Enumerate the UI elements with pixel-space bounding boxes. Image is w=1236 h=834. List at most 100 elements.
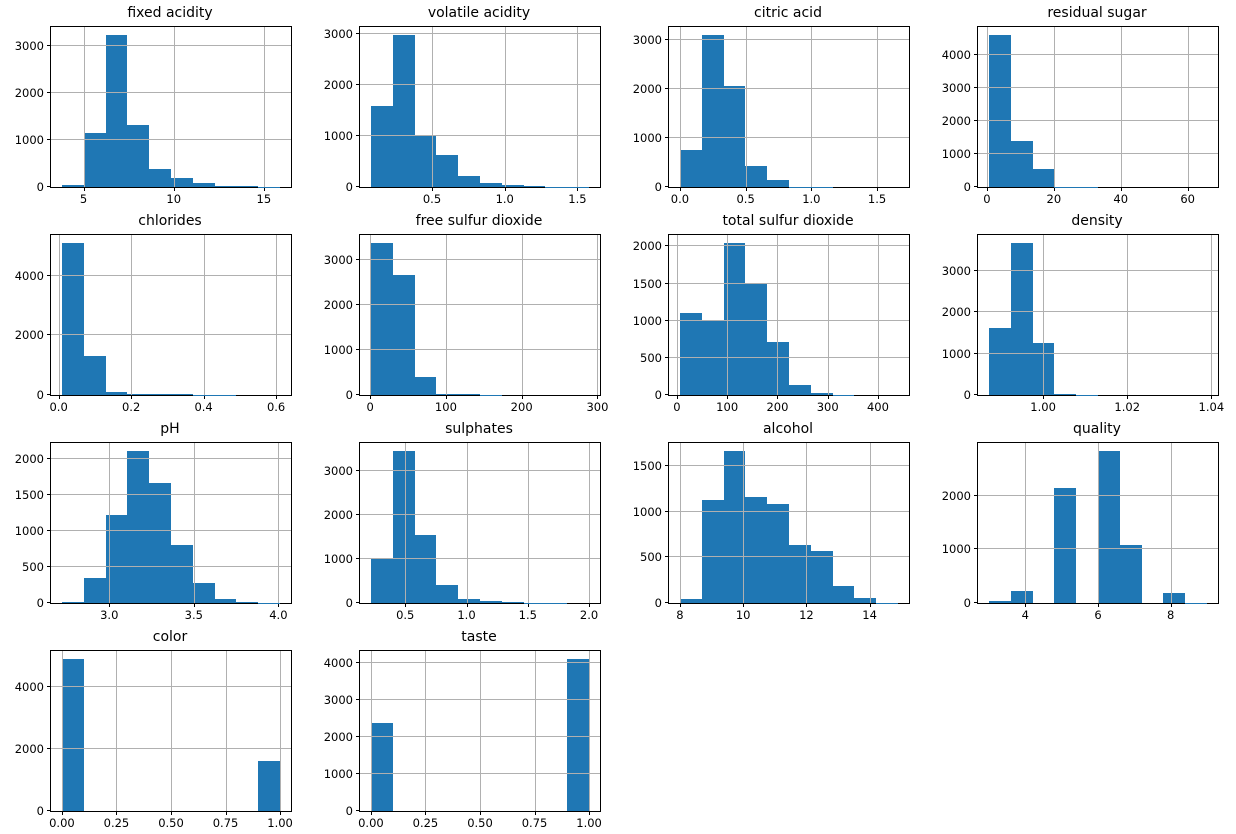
y-tick-label: 1000 xyxy=(632,313,662,328)
x-tick-mark xyxy=(203,395,205,399)
gridline xyxy=(669,245,909,247)
gridline xyxy=(521,235,523,395)
gridline xyxy=(58,235,60,395)
x-tick-mark xyxy=(676,395,678,399)
y-tick-label: 1000 xyxy=(14,524,44,539)
gridline xyxy=(827,235,829,395)
histogram-bar xyxy=(1054,393,1077,395)
x-tick-mark xyxy=(370,811,372,815)
gridline xyxy=(679,443,681,603)
x-tick-label: 0.6 xyxy=(266,400,286,414)
y-tick-mark xyxy=(47,334,51,336)
gridline xyxy=(360,772,600,774)
y-tick-label: 2000 xyxy=(941,114,971,129)
y-tick-mark xyxy=(47,530,51,532)
gridline xyxy=(131,235,133,395)
gridline xyxy=(51,566,291,568)
subplot-title: quality xyxy=(1073,421,1121,437)
gridline xyxy=(589,443,591,603)
histogram-bar xyxy=(414,376,437,395)
subplot-fixed-acidity: fixed acidity 5 10 15 0 1000 2000 3000 xyxy=(0,0,309,208)
gridline xyxy=(193,443,195,603)
x-tick-label: 0.25 xyxy=(103,816,130,830)
histogram-bar xyxy=(61,601,84,603)
gridline xyxy=(116,651,118,811)
x-tick-mark xyxy=(1170,603,1172,607)
y-tick-mark xyxy=(356,661,360,663)
x-tick-mark xyxy=(278,603,280,607)
histogram-bar xyxy=(127,450,150,603)
x-tick-label: 1.02 xyxy=(1114,400,1141,414)
gridline xyxy=(276,235,278,395)
gridline xyxy=(51,530,291,532)
gridline xyxy=(51,92,291,94)
x-tick-mark xyxy=(743,603,745,607)
histogram-bar xyxy=(370,557,393,603)
histogram-bar xyxy=(810,550,833,603)
x-tick-label: 0.5 xyxy=(396,608,415,622)
y-tick-label: 0 xyxy=(345,180,353,194)
gridline xyxy=(360,514,600,516)
gridline xyxy=(360,32,600,34)
y-tick-mark xyxy=(356,259,360,261)
y-tick-mark xyxy=(974,394,978,395)
x-tick-mark xyxy=(432,187,433,191)
y-tick-mark xyxy=(47,45,51,47)
y-tick-mark xyxy=(974,186,978,187)
gridline xyxy=(405,443,407,603)
x-tick-mark xyxy=(597,395,599,399)
gridline xyxy=(669,282,909,284)
histogram-bar xyxy=(1098,450,1120,603)
x-tick-mark xyxy=(527,603,529,607)
y-tick-label: 0 xyxy=(345,596,353,610)
y-tick-label: 2000 xyxy=(14,741,44,756)
histogram-bar xyxy=(679,149,702,187)
x-tick-label: 40 xyxy=(1113,192,1129,206)
gridline xyxy=(978,87,1218,89)
histogram-bar xyxy=(171,394,193,395)
x-tick-label: 14 xyxy=(862,608,877,622)
y-tick-mark xyxy=(665,186,669,187)
y-tick-label: 3000 xyxy=(323,692,353,707)
gridline xyxy=(669,88,909,90)
gridline xyxy=(676,235,678,395)
gridline xyxy=(727,235,729,395)
x-tick-mark xyxy=(370,395,372,399)
y-tick-label: 2000 xyxy=(632,239,662,254)
gridline xyxy=(83,27,85,187)
subplot-residual-sugar: residual sugar 0 20 40 60 0 1000 2000 3000 4000 xyxy=(927,0,1236,208)
gridline xyxy=(360,83,600,85)
x-tick-label: 200 xyxy=(510,400,533,414)
x-tick-label: 0 xyxy=(673,400,681,414)
histogram-bar xyxy=(192,582,215,603)
x-tick-mark xyxy=(425,811,427,815)
y-tick-label: 2000 xyxy=(14,86,44,101)
x-tick-label: 1.00 xyxy=(267,816,293,830)
gridline xyxy=(986,27,988,187)
plot-area: 8 10 12 14 0 500 1000 1500 xyxy=(633,442,910,622)
y-tick-mark xyxy=(665,282,669,284)
x-tick-label: 0.4 xyxy=(194,400,213,414)
histogram-bar xyxy=(105,514,128,603)
gridline xyxy=(669,556,909,558)
gridline xyxy=(51,458,291,460)
x-tick-label: 400 xyxy=(866,400,889,414)
histogram-bar xyxy=(789,384,811,395)
gridline xyxy=(869,443,871,603)
y-tick-label: 1500 xyxy=(632,459,662,474)
gridline xyxy=(669,465,909,467)
y-tick-label: 500 xyxy=(640,350,662,365)
y-tick-mark xyxy=(665,356,669,358)
y-tick-label: 0 xyxy=(654,596,662,610)
gridline xyxy=(743,443,745,603)
y-tick-label: 2000 xyxy=(323,729,353,744)
gridline xyxy=(51,274,291,276)
x-tick-label: 4 xyxy=(1021,608,1029,622)
y-tick-mark xyxy=(665,465,669,467)
gridline xyxy=(777,235,779,395)
y-tick-mark xyxy=(356,558,360,560)
subplot-volatile-acidity: volatile acidity 0.5 1.0 1.5 0 1000 2000 3000 xyxy=(309,0,618,208)
histogram-bar xyxy=(723,86,746,187)
gridline xyxy=(978,311,1218,313)
histogram-bar xyxy=(392,34,415,187)
